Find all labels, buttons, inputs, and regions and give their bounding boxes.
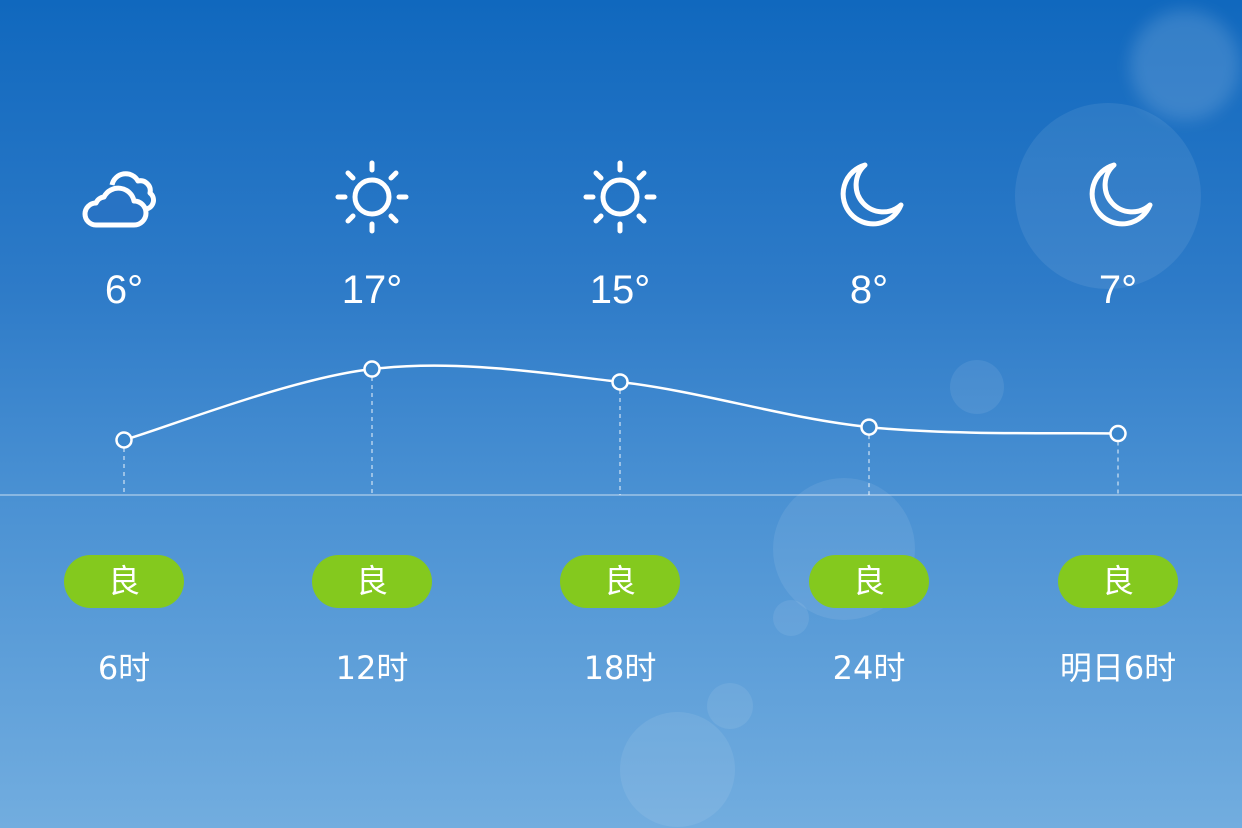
time-label: 12时 bbox=[335, 649, 409, 687]
time-label: 18时 bbox=[583, 649, 657, 687]
bokeh-decoration bbox=[1130, 10, 1240, 120]
sun-icon bbox=[335, 160, 409, 234]
temperature-point bbox=[363, 360, 381, 378]
weather-icon bbox=[520, 155, 720, 240]
aqi-badge: 良 bbox=[1058, 555, 1178, 608]
temperature-label: 15° bbox=[589, 268, 651, 312]
weather-icon bbox=[24, 155, 224, 240]
temperature-point bbox=[860, 418, 878, 436]
bokeh-decoration bbox=[707, 683, 753, 729]
weather-icon bbox=[769, 155, 969, 240]
temperature-label: 17° bbox=[341, 268, 403, 312]
temperature-label: 6° bbox=[104, 268, 144, 312]
time-label: 明日6时 bbox=[1059, 649, 1177, 687]
temperature-point bbox=[1109, 424, 1127, 443]
moon-icon bbox=[1089, 162, 1153, 227]
weather-icon bbox=[1018, 155, 1218, 240]
aqi-badge: 良 bbox=[312, 555, 432, 608]
bokeh-decoration bbox=[620, 712, 735, 827]
moon-icon bbox=[840, 162, 904, 227]
aqi-badge: 良 bbox=[560, 555, 680, 608]
time-label: 6时 bbox=[97, 649, 151, 687]
sun-icon bbox=[583, 160, 657, 234]
bokeh-decoration bbox=[950, 360, 1004, 414]
aqi-badge: 良 bbox=[809, 555, 929, 608]
weather-icon bbox=[272, 155, 472, 240]
temperature-point bbox=[611, 373, 629, 391]
aqi-badge: 良 bbox=[64, 555, 184, 608]
temperature-label: 7° bbox=[1098, 268, 1138, 312]
temperature-point bbox=[115, 431, 133, 449]
temperature-label: 8° bbox=[849, 268, 889, 312]
time-label: 24时 bbox=[832, 649, 906, 687]
cloudy-icon bbox=[82, 171, 156, 228]
bokeh-decoration bbox=[773, 600, 809, 636]
